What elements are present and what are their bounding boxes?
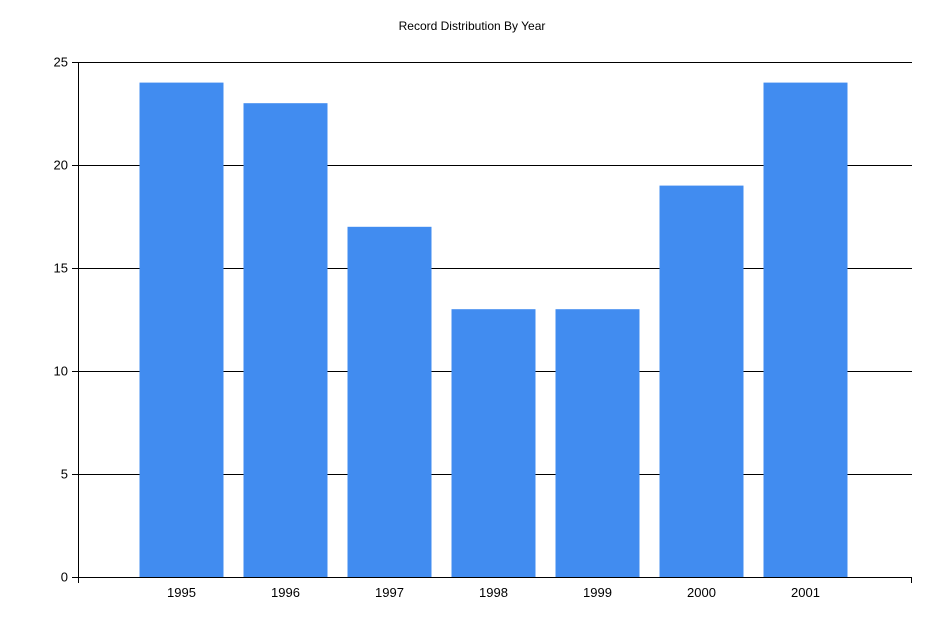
y-tick-label: 25 bbox=[54, 55, 68, 70]
bar-1995 bbox=[139, 82, 224, 577]
bar-2000 bbox=[659, 185, 744, 577]
tick-labels: 0 5 10 15 20 25 1995 1996 1997 1998 1999 2000 2001 bbox=[54, 55, 820, 601]
x-tick-label: 1997 bbox=[375, 585, 404, 600]
x-tick-label: 1995 bbox=[167, 585, 196, 600]
bar-1996 bbox=[243, 103, 328, 577]
x-tick-label: 1996 bbox=[271, 585, 300, 600]
bar-1998 bbox=[451, 309, 536, 577]
bars bbox=[139, 82, 848, 578]
y-tick-label: 20 bbox=[54, 158, 68, 173]
y-tick-label: 15 bbox=[54, 261, 68, 276]
chart-title: Record Distribution By Year bbox=[399, 19, 546, 33]
y-tick-label: 0 bbox=[61, 570, 68, 585]
axes bbox=[72, 62, 912, 583]
x-tick-label: 1999 bbox=[583, 585, 612, 600]
x-tick-label: 1998 bbox=[479, 585, 508, 600]
bar-1999 bbox=[555, 309, 640, 577]
bar-2001 bbox=[763, 82, 848, 577]
y-tick-label: 10 bbox=[54, 364, 68, 379]
x-tick-label: 2000 bbox=[687, 585, 716, 600]
x-tick-label: 2001 bbox=[791, 585, 820, 600]
y-tick-label: 5 bbox=[61, 467, 68, 482]
bar-1997 bbox=[347, 226, 432, 578]
